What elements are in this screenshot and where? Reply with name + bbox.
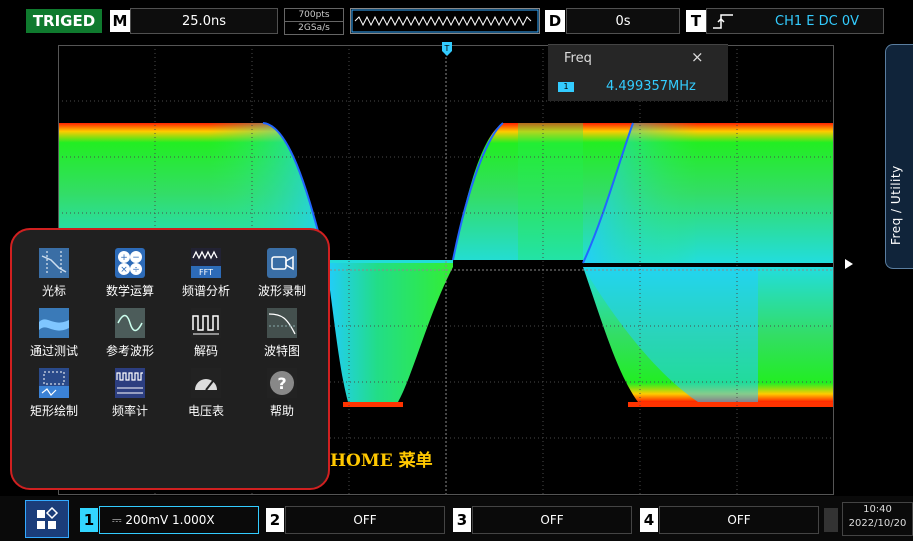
timebase-value: 25.0ns	[182, 13, 226, 29]
wave-low-right-edge	[628, 402, 834, 407]
reference-wave-icon	[115, 308, 145, 338]
wave-low-left-edge	[343, 402, 403, 407]
home-menu-item[interactable]: FFT 频谱分析	[170, 246, 242, 304]
wave-overlay-left-peak	[208, 123, 326, 260]
svg-text:−: −	[132, 253, 140, 263]
freq-channel-tag: 1	[558, 82, 574, 92]
channel-1-setting[interactable]: ⎓ 200mV 1.000X	[99, 506, 259, 534]
channel-2-setting-text: OFF	[353, 513, 377, 527]
pass-fail-icon	[39, 308, 69, 338]
home-menu-item[interactable]: 通过测试	[18, 306, 90, 364]
channel-4-badge[interactable]: 4	[640, 508, 658, 532]
home-menu-item-label: 频谱分析	[181, 284, 230, 298]
channel-2-setting[interactable]: OFF	[285, 506, 445, 534]
home-menu-item-label: 帮助	[269, 404, 294, 418]
clock-date: 2022/10/20	[848, 518, 907, 529]
home-menu-item-label: 频率计	[111, 404, 148, 418]
home-menu-item-label: 矩形绘制	[29, 404, 78, 418]
clock-time: 10:40	[863, 504, 892, 515]
math-icon: + − × ÷	[115, 248, 145, 278]
bode-icon	[267, 308, 297, 338]
delay-value: 0s	[615, 13, 631, 29]
home-menu-annotation: HOME 菜单	[330, 451, 433, 471]
home-menu-item[interactable]: 参考波形	[94, 306, 166, 364]
usb-indicator-icon	[824, 508, 838, 532]
freq-utility-side-tab[interactable]: Freq / Utility	[885, 44, 913, 269]
channel-3-setting-text: OFF	[540, 513, 564, 527]
trigger-position-marker[interactable]: T	[441, 42, 453, 56]
rising-edge-icon	[713, 14, 733, 29]
home-menu-item[interactable]: 矩形绘制	[18, 366, 90, 424]
trigger-level-arrow-icon[interactable]	[842, 258, 854, 270]
home-button[interactable]	[25, 500, 69, 538]
freq-value: 4.499357MHz	[606, 79, 696, 94]
memory-depth: 700pts	[284, 8, 344, 22]
side-tab-label: Freq / Utility	[889, 165, 903, 245]
channel-4-setting-text: OFF	[727, 513, 751, 527]
home-menu-item[interactable]: 频率计	[94, 366, 166, 424]
waveform-overview[interactable]	[350, 8, 540, 34]
trigger-info: CH1 E DC 0V	[775, 13, 859, 29]
acquisition-info[interactable]: 700pts 2GSa/s	[284, 8, 344, 35]
voltmeter-icon	[191, 368, 221, 398]
help-icon: ?	[267, 368, 297, 398]
channel-1-badge[interactable]: 1	[80, 508, 98, 532]
channel-3-setting[interactable]: OFF	[472, 506, 632, 534]
home-menu-item-label: 电压表	[187, 404, 224, 418]
trigger-t-badge[interactable]: T	[686, 10, 706, 32]
frequency-measurement-panel[interactable]: Freq × 1 4.499357MHz	[548, 44, 728, 101]
svg-text:+: +	[120, 253, 128, 263]
cursor-icon	[39, 248, 69, 278]
home-menu-item-label: 解码	[193, 344, 218, 358]
wave-overlay-right-peak	[518, 123, 583, 260]
fft-icon: FFT	[191, 248, 221, 278]
home-menu-item-label: 波形录制	[257, 284, 306, 298]
wave-overlay-low-right	[583, 267, 758, 402]
clock: 10:40 2022/10/20	[842, 502, 913, 536]
channel-3-badge[interactable]: 3	[453, 508, 471, 532]
frequency-counter-icon	[115, 368, 145, 398]
home-menu-item[interactable]: ? 帮助	[246, 366, 318, 424]
timebase-field[interactable]: 25.0ns	[130, 8, 278, 34]
record-icon	[267, 248, 297, 278]
svg-text:FFT: FFT	[199, 268, 213, 277]
wave-transition	[453, 123, 583, 267]
home-menu-item[interactable]: 电压表	[170, 366, 242, 424]
home-menu-item-label: 参考波形	[105, 344, 154, 358]
home-menu-item[interactable]: 光标	[18, 246, 90, 304]
home-menu-item[interactable]: 波特图	[246, 306, 318, 364]
trigger-status[interactable]: TRIGED	[26, 9, 102, 33]
home-menu: 光标 + − × ÷ 数学运算 FFT 频谱分析 波形录制通过测试 参考波形 解码 波特图矩形绘制 频率…	[10, 228, 330, 490]
freq-close-button[interactable]: ×	[691, 48, 704, 66]
home-menu-item-label: 数学运算	[105, 284, 154, 298]
channel-4-setting[interactable]: OFF	[659, 506, 819, 534]
channel-2-badge[interactable]: 2	[266, 508, 284, 532]
sample-rate: 2GSa/s	[284, 22, 344, 35]
overview-window	[351, 9, 539, 33]
home-menu-item[interactable]: + − × ÷ 数学运算	[94, 246, 166, 304]
wave-region-low-left	[326, 263, 453, 402]
trigger-field[interactable]: CH1 E DC 0V	[706, 8, 884, 34]
overview-wave	[354, 15, 532, 27]
home-menu-item[interactable]: 波形录制	[246, 246, 318, 304]
delay-d-badge[interactable]: D	[545, 10, 565, 32]
bottom-bar: 1 ⎓ 200mV 1.000X 2 OFF 3 OFF 4 OFF 10:40…	[0, 496, 913, 541]
home-menu-item-label: 光标	[41, 284, 66, 298]
decode-icon	[191, 308, 221, 338]
menu-m-badge[interactable]: M	[110, 10, 130, 32]
home-icon	[37, 506, 59, 529]
svg-text:×: ×	[120, 265, 128, 275]
freq-title: Freq	[564, 51, 592, 66]
svg-text:?: ?	[277, 374, 286, 393]
home-menu-item-label: 波特图	[263, 344, 300, 358]
channel-1-setting-text: ⎓ 200mV 1.000X	[112, 512, 215, 527]
delay-field[interactable]: 0s	[566, 8, 680, 34]
svg-text:÷: ÷	[132, 265, 140, 275]
home-menu-item-label: 通过测试	[29, 344, 78, 358]
zone-draw-icon	[39, 368, 69, 398]
svg-text:T: T	[444, 44, 450, 53]
home-menu-item[interactable]: 解码	[170, 306, 242, 364]
